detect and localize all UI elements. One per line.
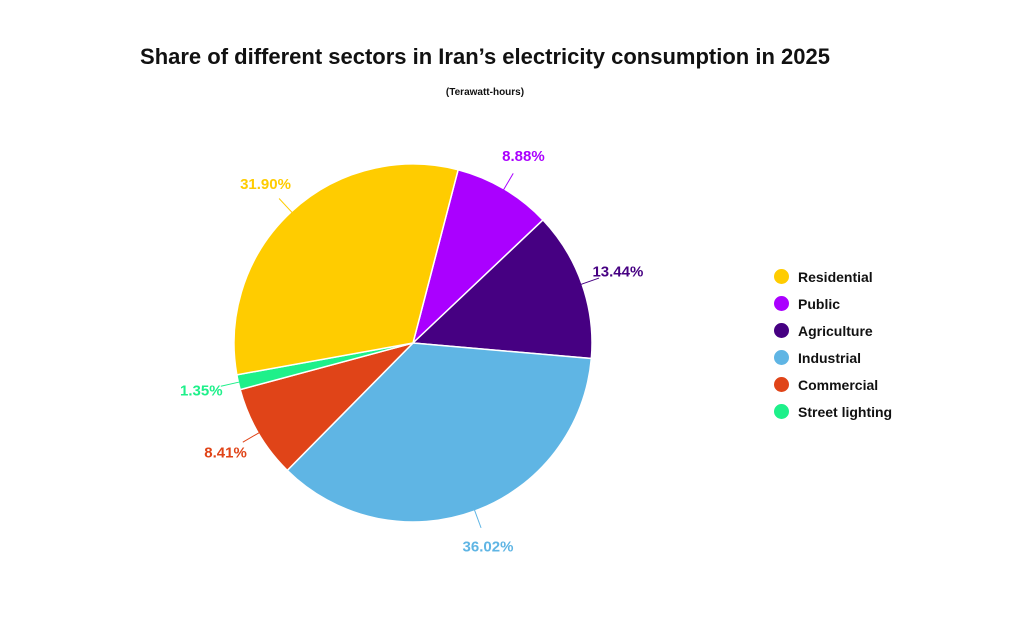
legend-swatch [774,350,789,365]
leader-line [220,381,241,387]
legend-item: Residential [774,263,892,290]
legend-item: Commercial [774,371,892,398]
legend-item: Street lighting [774,398,892,425]
leader-line [502,173,514,191]
legend-label: Commercial [798,376,879,393]
data-label: 1.35% [180,383,223,400]
legend-item: Agriculture [774,317,892,344]
data-label: 8.88% [502,148,545,165]
legend-item: Public [774,290,892,317]
legend-label: Residential [798,268,873,285]
leader-line [278,198,294,214]
legend-swatch [774,296,789,311]
chart-title: Share of different sectors in Iran’s ele… [140,44,830,69]
legend-label: Public [798,295,841,312]
chart-subtitle: (Terawatt-hours) [445,87,525,98]
data-label: 31.90% [240,176,291,193]
legend-swatch [774,269,789,284]
leader-line [579,277,600,286]
legend-swatch [774,377,789,392]
legend-label: Street lighting [798,403,893,420]
data-label: 36.02% [463,539,514,556]
data-label: 8.41% [204,444,247,461]
legend: Residential Public Agriculture Industrial Co… [774,263,892,425]
legend-item: Industrial [774,344,892,371]
leader-line [242,431,261,443]
data-label: 13.44% [592,263,643,280]
legend-swatch [774,323,789,338]
legend-label: Industrial [798,349,862,366]
legend-label: Agriculture [798,322,873,339]
legend-swatch [774,404,789,419]
leader-line [473,508,482,529]
